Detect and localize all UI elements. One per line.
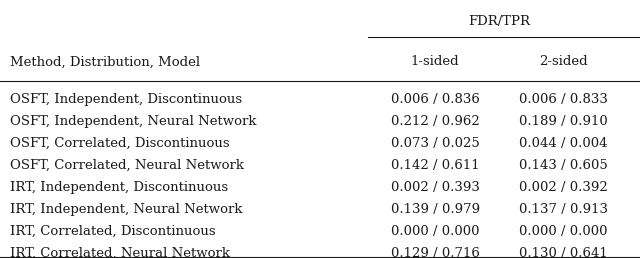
Text: 0.137 / 0.913: 0.137 / 0.913 — [518, 203, 608, 216]
Text: Method, Distribution, Model: Method, Distribution, Model — [10, 55, 200, 68]
Text: FDR/TPR: FDR/TPR — [468, 15, 530, 28]
Text: 0.006 / 0.836: 0.006 / 0.836 — [391, 93, 479, 106]
Text: OSFT, Correlated, Discontinuous: OSFT, Correlated, Discontinuous — [10, 137, 229, 150]
Text: 0.142 / 0.611: 0.142 / 0.611 — [391, 159, 479, 172]
Text: OSFT, Independent, Neural Network: OSFT, Independent, Neural Network — [10, 115, 256, 128]
Text: 0.130 / 0.641: 0.130 / 0.641 — [519, 247, 607, 258]
Text: IRT, Independent, Discontinuous: IRT, Independent, Discontinuous — [10, 181, 228, 194]
Text: 0.073 / 0.025: 0.073 / 0.025 — [391, 137, 479, 150]
Text: IRT, Correlated, Neural Network: IRT, Correlated, Neural Network — [10, 247, 230, 258]
Text: IRT, Independent, Neural Network: IRT, Independent, Neural Network — [10, 203, 242, 216]
Text: 0.006 / 0.833: 0.006 / 0.833 — [519, 93, 607, 106]
Text: 0.143 / 0.605: 0.143 / 0.605 — [519, 159, 607, 172]
Text: 0.002 / 0.393: 0.002 / 0.393 — [391, 181, 479, 194]
Text: OSFT, Correlated, Neural Network: OSFT, Correlated, Neural Network — [10, 159, 244, 172]
Text: 1-sided: 1-sided — [411, 55, 460, 68]
Text: 0.000 / 0.000: 0.000 / 0.000 — [391, 225, 479, 238]
Text: 2-sided: 2-sided — [539, 55, 588, 68]
Text: 0.002 / 0.392: 0.002 / 0.392 — [519, 181, 607, 194]
Text: 0.129 / 0.716: 0.129 / 0.716 — [391, 247, 479, 258]
Text: 0.139 / 0.979: 0.139 / 0.979 — [390, 203, 480, 216]
Text: 0.189 / 0.910: 0.189 / 0.910 — [519, 115, 607, 128]
Text: 0.212 / 0.962: 0.212 / 0.962 — [391, 115, 479, 128]
Text: IRT, Correlated, Discontinuous: IRT, Correlated, Discontinuous — [10, 225, 215, 238]
Text: 0.044 / 0.004: 0.044 / 0.004 — [519, 137, 607, 150]
Text: OSFT, Independent, Discontinuous: OSFT, Independent, Discontinuous — [10, 93, 242, 106]
Text: 0.000 / 0.000: 0.000 / 0.000 — [519, 225, 607, 238]
